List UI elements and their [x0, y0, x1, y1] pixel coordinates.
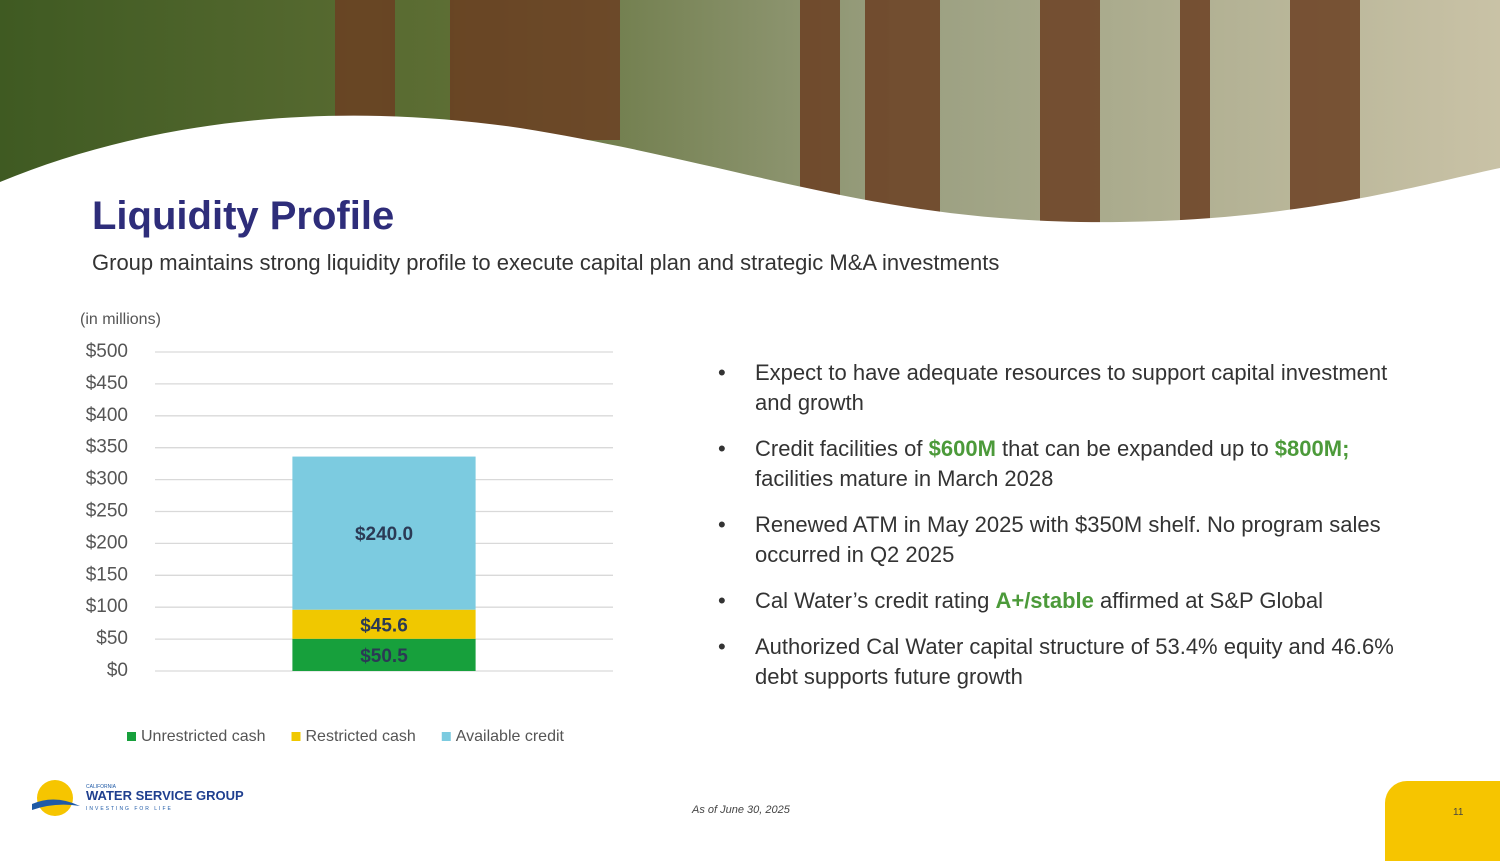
title: Liquidity Profile: [92, 194, 395, 238]
highlight-text: $800M;: [1274, 436, 1350, 461]
y-tick-label: $250: [86, 501, 128, 522]
tree-trunks: [335, 0, 1360, 225]
bullet-text: affirmed at S&P Global: [1093, 588, 1323, 613]
logo-wave: [32, 799, 80, 810]
bullet: Credit facilities of $600M that can be e…: [718, 434, 1408, 494]
bullet-text: Expect to have adequate resources to sup…: [755, 360, 1388, 415]
bullet: Cal Water’s credit rating A+/stable affi…: [718, 586, 1408, 616]
logo-tagline: INVESTING FOR LIFE: [86, 806, 173, 812]
y-tick-label: $200: [86, 532, 128, 553]
data-label: $45.6: [360, 615, 408, 636]
bullet-list: Expect to have adequate resources to sup…: [718, 358, 1408, 708]
bar-segment: [292, 456, 476, 610]
bullet-text: Renewed ATM in May 2025 with $350M shelf…: [755, 512, 1381, 567]
legend-label: Unrestricted cash: [141, 728, 266, 745]
y-tick-label: $500: [86, 341, 128, 362]
bar-segment: [292, 638, 476, 671]
logo-sun: [37, 780, 73, 816]
y-tick-label: $450: [86, 373, 128, 394]
legend-swatch: [291, 732, 301, 741]
legend-swatch: [127, 732, 136, 741]
legend-swatch: [441, 732, 451, 741]
logo-name: WATER SERVICE GROUP: [86, 788, 244, 803]
legend-label: Restricted cash: [306, 728, 416, 745]
bullet-text: Credit facilities of: [755, 436, 929, 461]
highlight-text: $600M: [928, 436, 996, 461]
page-tab: 11: [1385, 781, 1500, 861]
data-label: $50.5: [360, 646, 408, 667]
y-tick-label: $100: [86, 596, 128, 617]
bullet: Authorized Cal Water capital structure o…: [718, 632, 1408, 692]
y-tick-label: $300: [86, 469, 128, 490]
page-number: 11: [1453, 807, 1464, 818]
y-tick-label: $350: [86, 437, 128, 458]
y-tick-label: $0: [107, 660, 128, 681]
bullet-text: Cal Water’s credit rating: [755, 588, 996, 613]
axis-unit: (in millions): [80, 311, 161, 328]
legend-label: Available credit: [456, 728, 565, 745]
subtitle: Group maintains strong liquidity profile…: [92, 250, 1000, 275]
logo: CALIFORNIA WATER SERVICE GROUP INVESTING…: [32, 780, 244, 816]
bullet: Expect to have adequate resources to sup…: [718, 358, 1408, 418]
y-tick-label: $400: [86, 405, 128, 426]
chart: (in millions) $0 $50 $100 $150 $200 $250 $300 $…: [80, 311, 613, 745]
bullet-text: Authorized Cal Water capital structure o…: [755, 634, 1394, 689]
bullet: Renewed ATM in May 2025 with $350M shelf…: [718, 510, 1408, 570]
bar-segment: [292, 609, 476, 639]
data-label: $240.0: [355, 524, 413, 545]
highlight-text: A+/stable: [995, 588, 1094, 613]
y-tick-label: $50: [96, 628, 128, 649]
bullet-text: that can be expanded up to: [995, 436, 1275, 461]
footnote: As of June 30, 2025: [692, 804, 790, 816]
logo-top: CALIFORNIA: [86, 784, 117, 790]
bullet-text: facilities mature in March 2028: [755, 466, 1054, 491]
y-tick-label: $150: [86, 564, 128, 585]
